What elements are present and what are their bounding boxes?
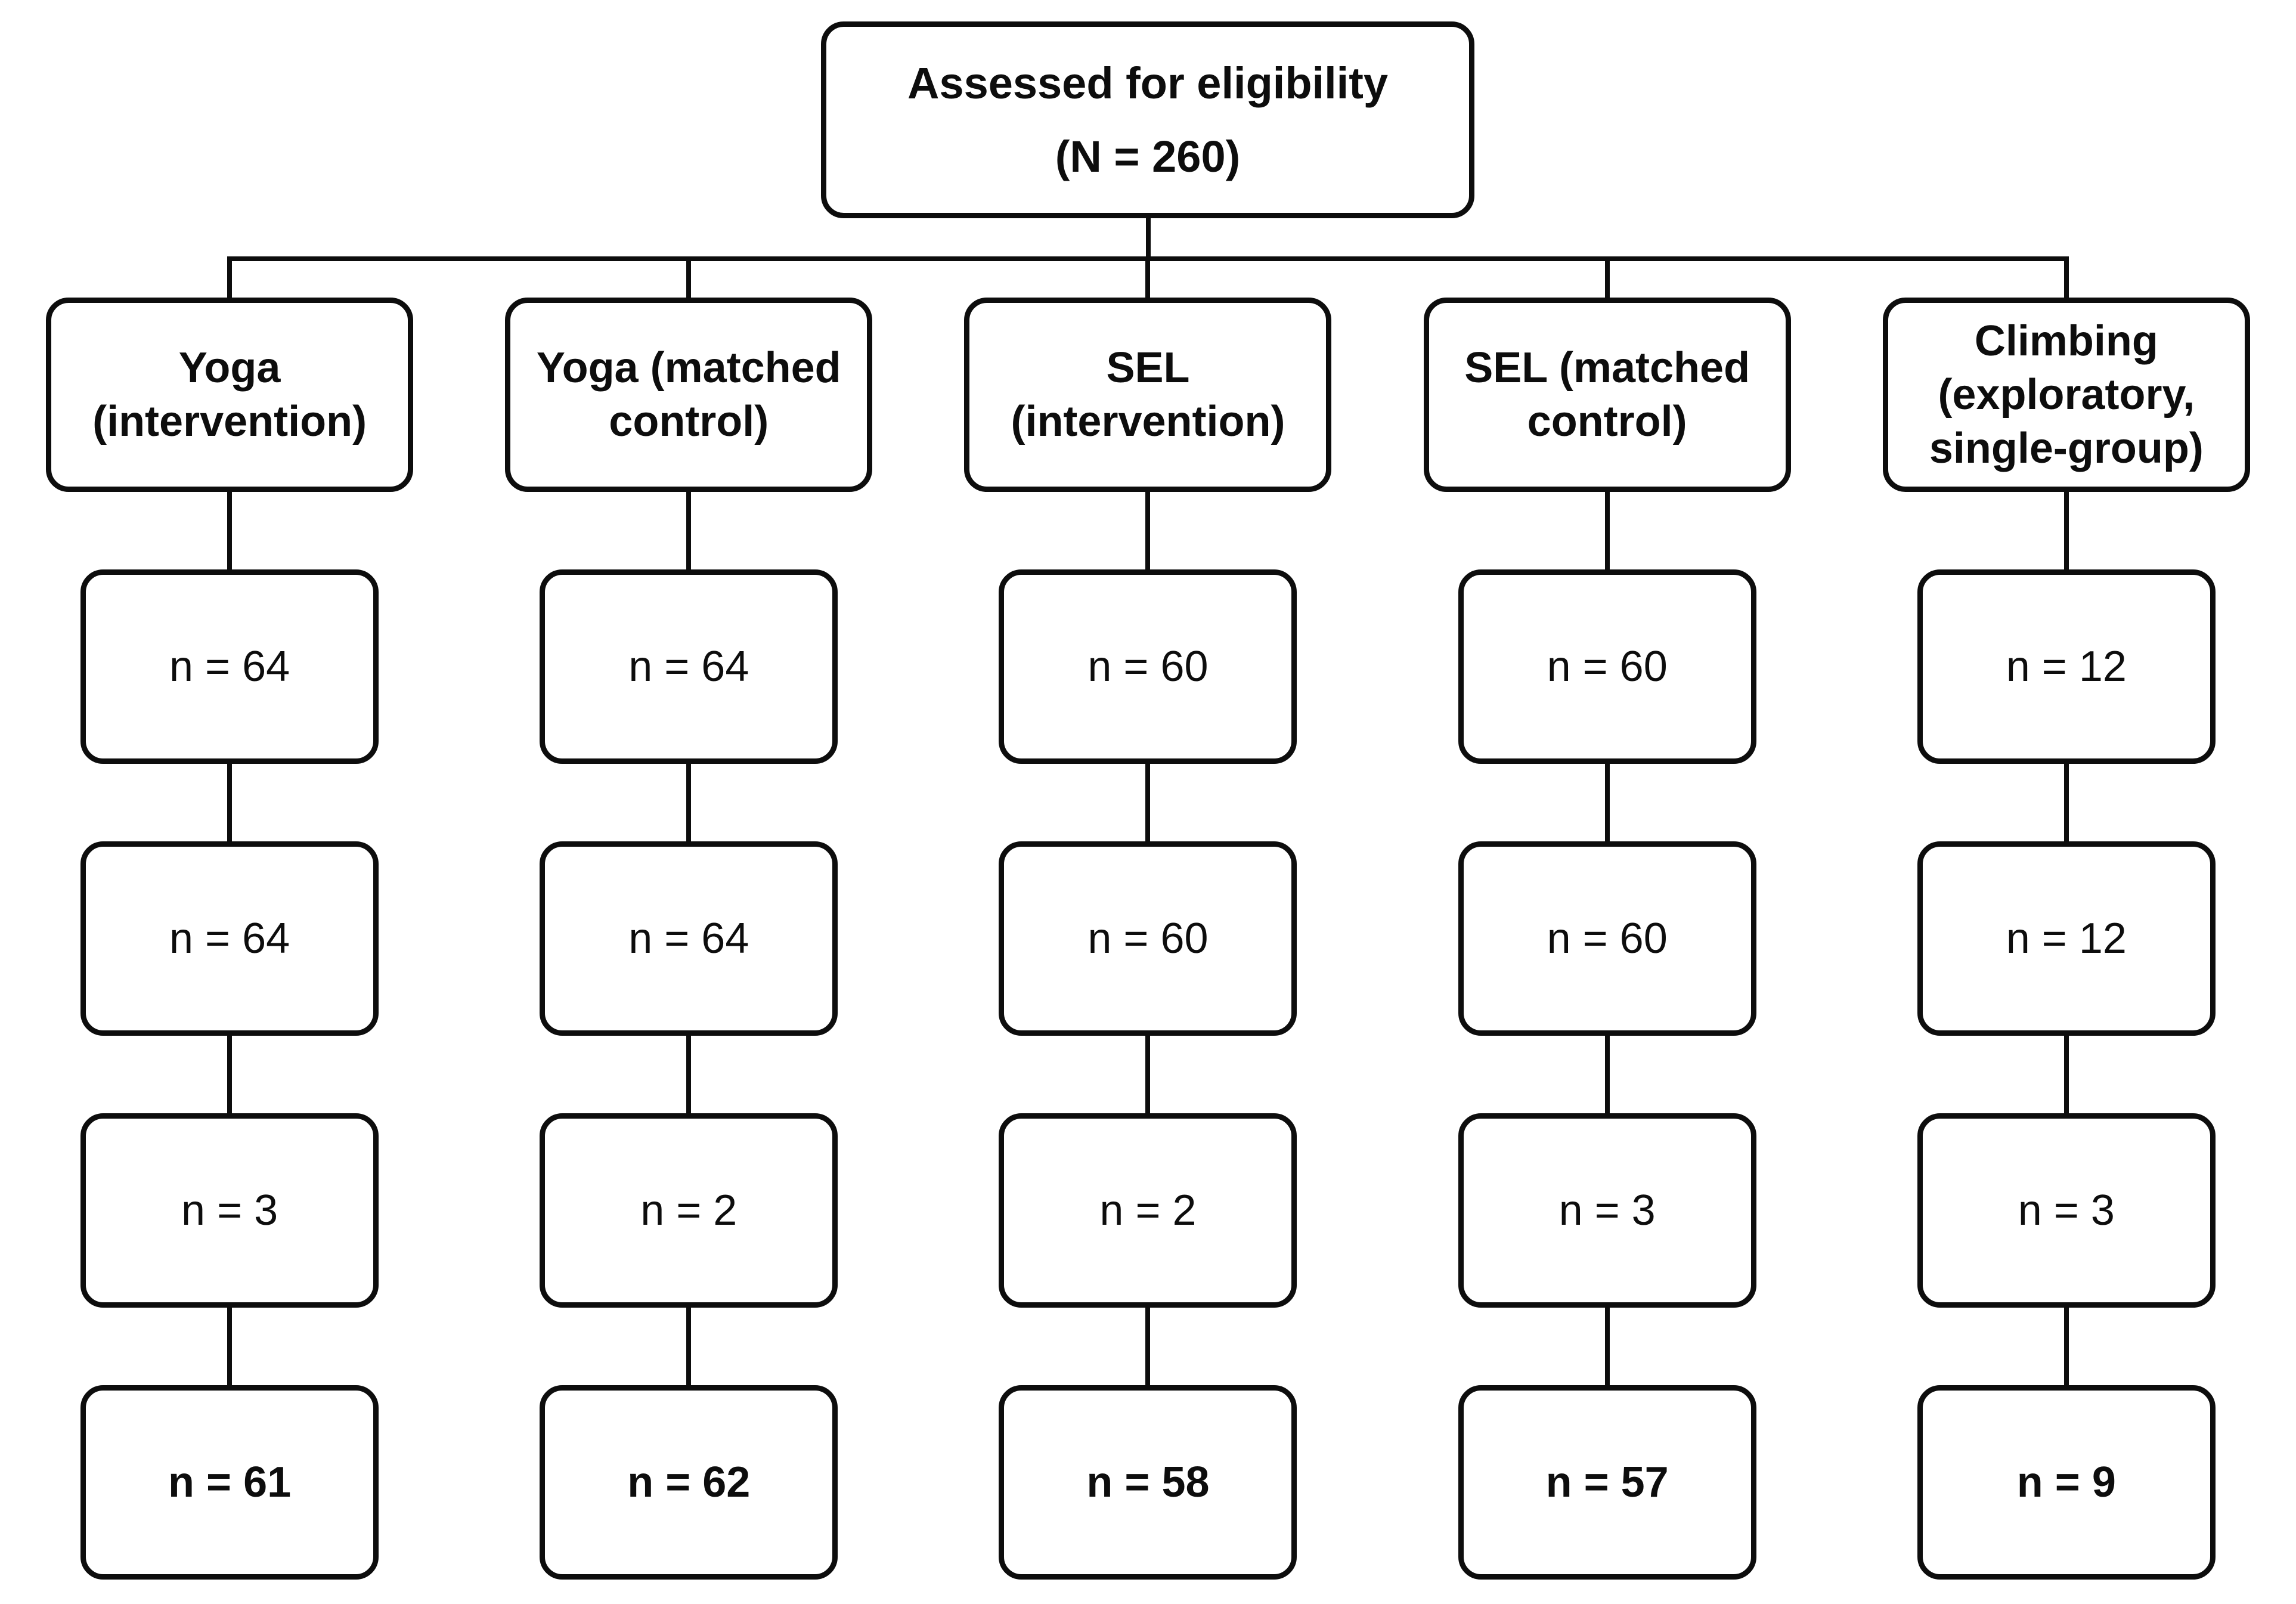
- count-box: n = 2: [999, 1113, 1297, 1308]
- connector-line: [1604, 1308, 1610, 1385]
- connector-line: [2063, 1036, 2069, 1113]
- group-header-box: SEL (intervention): [964, 298, 1332, 492]
- branch-connector-rail: [227, 256, 2069, 261]
- final-count-box: n = 9: [1917, 1385, 2216, 1580]
- connector-line: [1604, 492, 1610, 569]
- group-header-box: Yoga (intervention): [46, 298, 414, 492]
- connector-line: [1604, 764, 1610, 841]
- connector-line: [1145, 261, 1151, 298]
- connector-line: [227, 1036, 233, 1113]
- final-count-box: n = 62: [540, 1385, 838, 1580]
- group-column-yoga-control: Yoga (matched control) n = 64 n = 64 n =…: [459, 261, 918, 1580]
- connector-line: [686, 492, 692, 569]
- connector-line: [227, 492, 233, 569]
- count-box: n = 64: [80, 569, 379, 764]
- group-header-box: SEL (matched control): [1423, 298, 1791, 492]
- connector-line: [1145, 764, 1151, 841]
- group-header-box: Climbing (exploratory, single-group): [1882, 298, 2250, 492]
- connector-line: [686, 1036, 692, 1113]
- group-column-yoga-intervention: Yoga (intervention) n = 64 n = 64 n = 3 …: [0, 261, 459, 1580]
- group-header-box: Yoga (matched control): [505, 298, 873, 492]
- connector-line: [227, 261, 233, 298]
- count-box: n = 60: [1458, 841, 1756, 1036]
- count-box: n = 12: [1917, 569, 2216, 764]
- group-columns: Yoga (intervention) n = 64 n = 64 n = 3 …: [0, 261, 2296, 1580]
- connector-line: [1604, 261, 1610, 298]
- eligibility-box: Assessed for eligibility (N = 260): [821, 21, 1474, 218]
- eligibility-count: (N = 260): [1055, 132, 1241, 181]
- final-count-box: n = 58: [999, 1385, 1297, 1580]
- connector-line: [2063, 764, 2069, 841]
- root-connector-line: [1145, 217, 1151, 258]
- count-box: n = 3: [1917, 1113, 2216, 1308]
- count-box: n = 3: [1458, 1113, 1756, 1308]
- connector-line: [227, 764, 233, 841]
- group-column-sel-intervention: SEL (intervention) n = 60 n = 60 n = 2 n…: [918, 261, 1377, 1580]
- final-count-box: n = 57: [1458, 1385, 1756, 1580]
- connector-line: [1145, 492, 1151, 569]
- count-box: n = 60: [1458, 569, 1756, 764]
- connector-line: [227, 1308, 233, 1385]
- count-box: n = 64: [540, 569, 838, 764]
- connector-line: [686, 261, 692, 298]
- count-box: n = 64: [540, 841, 838, 1036]
- eligibility-title: Assessed for eligibility: [907, 58, 1389, 108]
- final-count-box: n = 61: [80, 1385, 379, 1580]
- group-column-climbing: Climbing (exploratory, single-group) n =…: [1837, 261, 2296, 1580]
- count-box: n = 64: [80, 841, 379, 1036]
- connector-line: [686, 1308, 692, 1385]
- count-box: n = 12: [1917, 841, 2216, 1036]
- group-column-sel-control: SEL (matched control) n = 60 n = 60 n = …: [1378, 261, 1837, 1580]
- connector-line: [1145, 1036, 1151, 1113]
- count-box: n = 60: [999, 841, 1297, 1036]
- connector-line: [2063, 261, 2069, 298]
- count-box: n = 3: [80, 1113, 379, 1308]
- connector-line: [1604, 1036, 1610, 1113]
- connector-line: [2063, 1308, 2069, 1385]
- connector-line: [2063, 492, 2069, 569]
- count-box: n = 60: [999, 569, 1297, 764]
- connector-line: [1145, 1308, 1151, 1385]
- connector-line: [686, 764, 692, 841]
- count-box: n = 2: [540, 1113, 838, 1308]
